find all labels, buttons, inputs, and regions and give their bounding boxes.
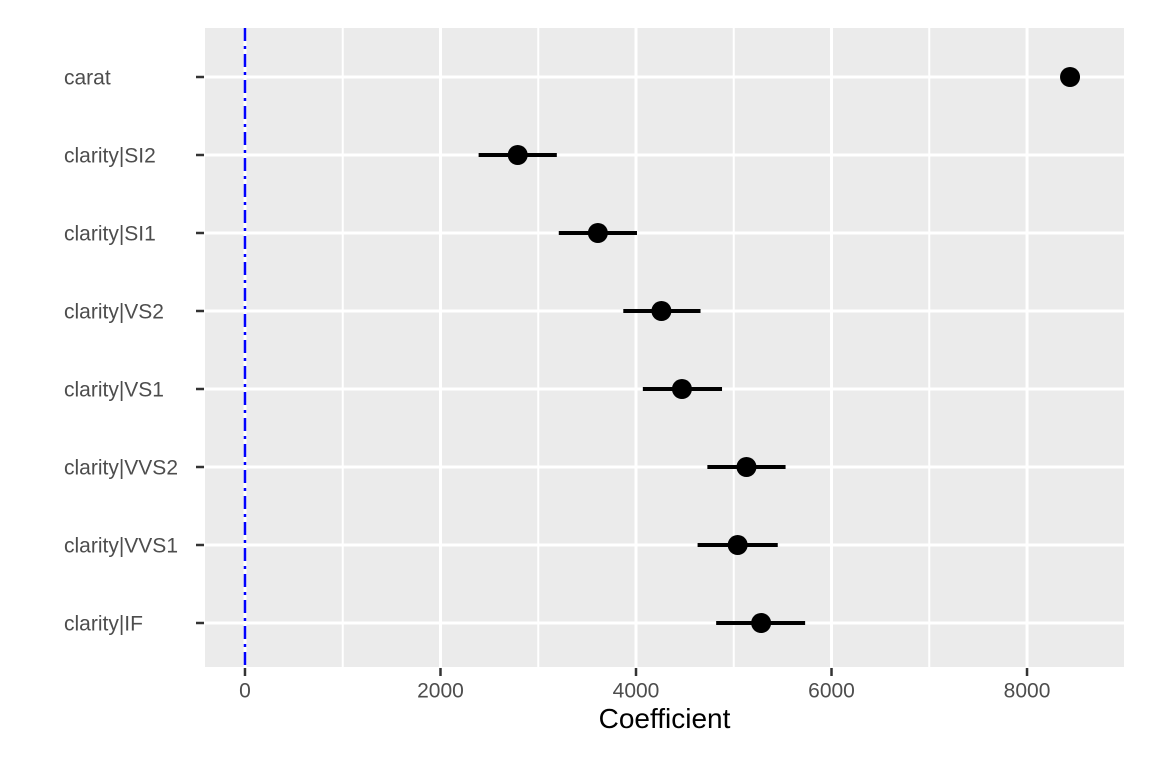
x-tick-label: 6000 [808,679,855,702]
y-axis-label: carat [64,66,111,89]
y-axis-label: clarity|VS2 [64,300,164,323]
data-point [736,457,757,477]
data-point [671,379,692,399]
y-axis-label: clarity|VS1 [64,378,164,401]
data-point [507,145,528,165]
y-axis-label: clarity|VVS2 [64,456,178,479]
data-point [1060,67,1081,87]
data-point [587,223,608,243]
x-axis-title: Coefficient [598,703,731,734]
x-tick-label: 2000 [417,679,464,702]
data-point [751,613,772,633]
y-axis-label: clarity|SI2 [64,144,156,167]
y-axis-label: clarity|IF [64,612,143,635]
y-axis-label: clarity|SI1 [64,222,156,245]
y-axis-label: clarity|VVS1 [64,534,178,557]
plot-panel [205,28,1124,667]
x-tick-label: 8000 [1004,679,1051,702]
data-point [727,535,748,555]
x-tick-label: 4000 [613,679,660,702]
data-point [651,301,672,321]
x-tick-label: 0 [239,679,251,702]
